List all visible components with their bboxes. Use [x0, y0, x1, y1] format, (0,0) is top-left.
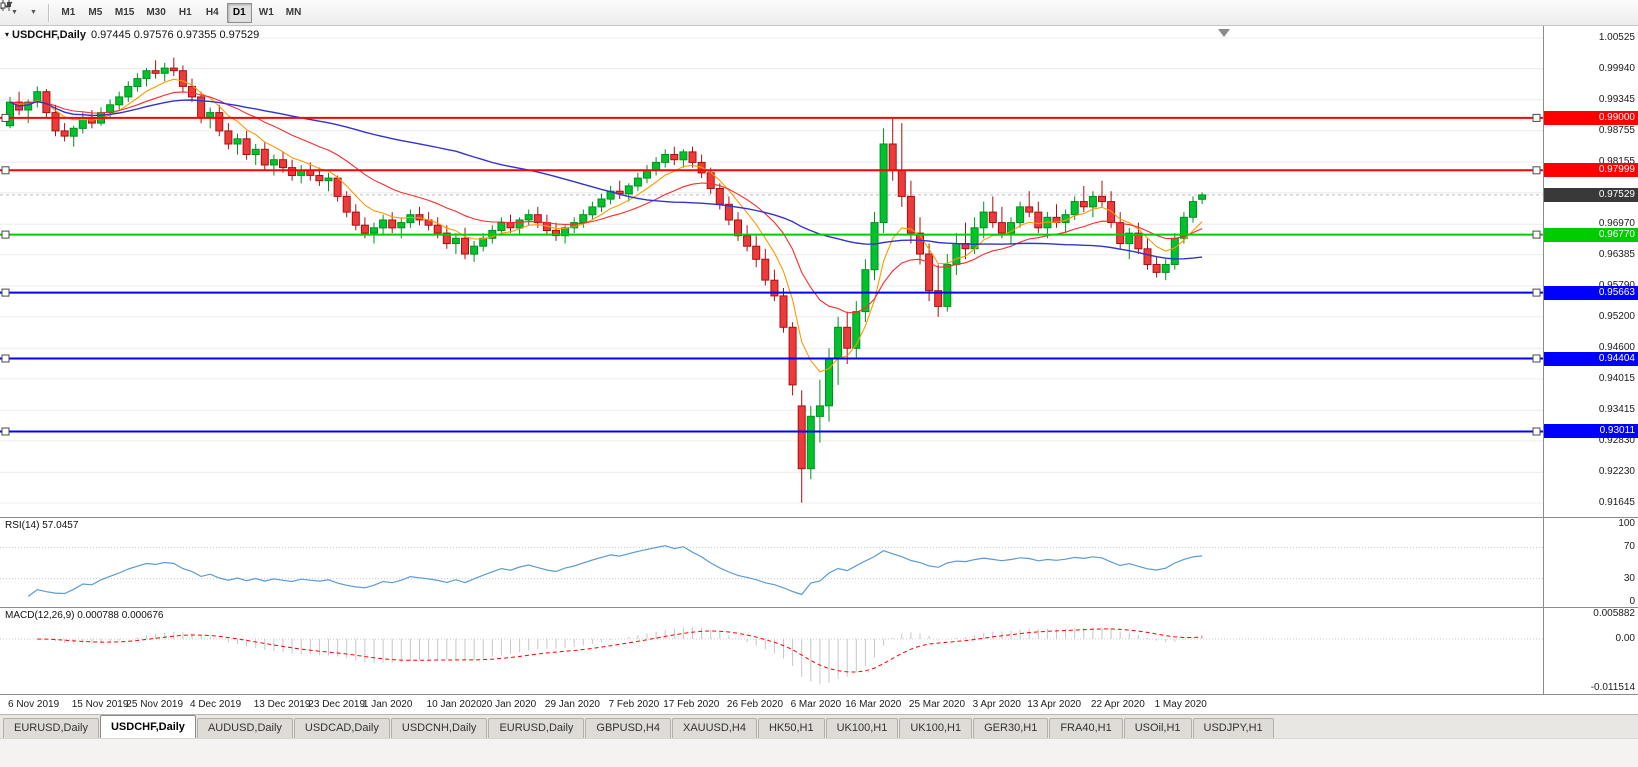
- date-axis-label: 7 Feb 2020: [608, 699, 660, 710]
- date-axis-label: 16 Mar 2020: [845, 699, 902, 710]
- rsi-canvas[interactable]: [0, 518, 1543, 607]
- chart-tab-gbpusd-h4[interactable]: GBPUSD,H4: [585, 718, 671, 738]
- chart-tab-ger30-h1[interactable]: GER30,H1: [973, 718, 1049, 738]
- rsi-axis-label: 70: [1623, 541, 1635, 553]
- price-axis-label: 0.91645: [1598, 497, 1635, 508]
- rsi-axis-label: 30: [1623, 572, 1635, 584]
- chart-tab-uk100-h1[interactable]: UK100,H1: [899, 718, 973, 738]
- date-axis-label: 6 Mar 2020: [790, 699, 842, 710]
- price-axis-label: 0.92230: [1598, 466, 1635, 478]
- chart-area: ▾ USDCHF,Daily 0.97445 0.97576 0.97355 0.9…: [0, 26, 1638, 714]
- price-axis-label: 0.99940: [1598, 62, 1635, 74]
- macd-pane[interactable]: MACD(12,26,9) 0.000788 0.000676: [0, 608, 1543, 694]
- hline-price-tag: 0.94404: [1544, 351, 1638, 366]
- date-axis-label: 4 Dec 2019: [190, 699, 242, 710]
- price-chart-pane[interactable]: ▾ USDCHF,Daily 0.97445 0.97576 0.97355 0.9…: [0, 26, 1543, 518]
- chart-tab-usdchf-daily[interactable]: USDCHF,Daily: [99, 715, 196, 738]
- date-axis-label: 13 Dec 2019: [253, 699, 311, 710]
- chart-tab-xauusd-h4[interactable]: XAUUSD,H4: [671, 718, 757, 738]
- toolbar-separator: [47, 3, 49, 22]
- timeframe-button-M5[interactable]: M5: [83, 3, 108, 23]
- price-axis-label: 0.98155: [1598, 156, 1635, 168]
- date-axis-label: 26 Feb 2020: [726, 699, 784, 710]
- macd-axis-label: 0.00: [1615, 633, 1635, 645]
- timeframe-button-H4[interactable]: H4: [200, 3, 225, 23]
- chart-tab-usdcad-daily[interactable]: USDCAD,Daily: [293, 718, 390, 738]
- macd-axis[interactable]: 0.005882 0.00 -0.011514: [1543, 608, 1638, 694]
- date-axis-label: 29 Jan 2020: [544, 699, 600, 710]
- price-axis-label: 0.93415: [1598, 404, 1635, 416]
- date-axis-label: 23 Dec 2019: [308, 699, 366, 710]
- hline-price-tag: 0.93011: [1544, 424, 1638, 439]
- chart-tab-fra40-h1[interactable]: FRA40,H1: [1049, 718, 1123, 738]
- indicator-dropdown-button[interactable]: ▼: [0, 0, 42, 23]
- date-axis-label: 1 May 2020: [1154, 699, 1207, 710]
- date-axis-label: 20 Jan 2020: [481, 699, 537, 710]
- chevron-down-icon: ▼: [11, 9, 18, 16]
- chart-tab-usoil-h1[interactable]: USOil,H1: [1123, 718, 1192, 738]
- timeframe-button-H1[interactable]: H1: [173, 3, 198, 23]
- price-axis-label: 0.99345: [1598, 93, 1635, 105]
- date-axis-label: 1 Jan 2020: [362, 699, 413, 710]
- hline-price-tag: 0.97999: [1544, 163, 1638, 178]
- price-axis-label: 0.94015: [1598, 372, 1635, 384]
- timeframe-button-D1[interactable]: D1: [226, 2, 252, 23]
- chart-tab-eurusd-daily[interactable]: EURUSD,Daily: [3, 718, 99, 738]
- price-axis-label: 1.00525: [1598, 32, 1635, 43]
- chart-tab-uk100-h1[interactable]: UK100,H1: [825, 718, 899, 738]
- price-chart-canvas[interactable]: [0, 26, 1543, 517]
- chart-tab-eurusd-daily[interactable]: EURUSD,Daily: [488, 718, 585, 738]
- chart-tab-hk50-h1[interactable]: HK50,H1: [757, 718, 825, 738]
- price-axis-label: 0.95790: [1599, 280, 1635, 292]
- rsi-axis-label: 100: [1618, 518, 1635, 529]
- price-axis[interactable]: 1.00525 0.99940 0.99345 0.98755 0.98155 0.975…: [1543, 26, 1638, 518]
- macd-canvas[interactable]: [0, 608, 1543, 694]
- chart-tab-audusd-daily[interactable]: AUDUSD,Daily: [196, 718, 293, 738]
- rsi-pane[interactable]: RSI(14) 57.0457: [0, 518, 1543, 608]
- rsi-axis[interactable]: 100 70 30 0: [1543, 518, 1638, 608]
- date-axis-label: 15 Nov 2019: [71, 699, 129, 710]
- date-axis[interactable]: 6 Nov 2019 15 Nov 2019 25 Nov 2019 4 Dec 20…: [0, 694, 1638, 714]
- rsi-axis-label: 0: [1629, 596, 1635, 607]
- hline-price-tag: 0.99000: [1544, 110, 1638, 125]
- macd-axis-label: 0.005882: [1593, 608, 1635, 619]
- price-axis-label: 0.95200: [1598, 310, 1635, 322]
- chart-tab-bar: EURUSD,Daily USDCHF,Daily AUDUSD,Daily USDC…: [0, 714, 1638, 738]
- timeframe-button-group: M1 M5 M15 M30 H1 H4 D1 W1 MN: [55, 2, 307, 23]
- price-axis-label: 0.96970: [1598, 218, 1635, 230]
- price-axis-label: 0.94600: [1598, 342, 1635, 354]
- chart-shift-marker: [1218, 29, 1230, 37]
- date-axis-label: 17 Feb 2020: [663, 699, 720, 710]
- timeframe-button-MN[interactable]: MN: [281, 3, 307, 23]
- date-axis-label: 3 Apr 2020: [972, 699, 1021, 710]
- timeframe-button-M15[interactable]: M15: [110, 3, 139, 23]
- hline-price-tag: 0.95663: [1544, 285, 1638, 300]
- toolbar: ▼ ▼ M1 M5 M15 M30 H1 H4 D1 W1 MN: [0, 0, 1638, 26]
- price-axis-label: 0.92830: [1598, 434, 1635, 446]
- rsi-title: RSI(14) 57.0457: [5, 520, 79, 531]
- timeframe-button-W1[interactable]: W1: [254, 3, 279, 23]
- date-axis-label: 25 Mar 2020: [908, 699, 966, 710]
- price-axis-label: 0.96385: [1598, 248, 1635, 260]
- macd-axis-label: -0.011514: [1590, 682, 1635, 693]
- date-axis-label: 10 Jan 2020: [426, 699, 482, 710]
- date-axis-label: 13 Apr 2020: [1027, 699, 1082, 710]
- macd-title: MACD(12,26,9) 0.000788 0.000676: [5, 610, 164, 621]
- price-axis-label: 0.98755: [1598, 124, 1635, 136]
- chart-tab-usdjpy-h1[interactable]: USDJPY,H1: [1192, 718, 1274, 738]
- date-axis-label: 6 Nov 2019: [8, 699, 60, 710]
- chart-title: ▾ USDCHF,Daily 0.97445 0.97576 0.97355 0.9…: [5, 29, 260, 41]
- chevron-down-icon: ▼: [29, 9, 37, 16]
- current-price-tag: 0.97529: [1544, 187, 1638, 202]
- timeframe-button-M1[interactable]: M1: [56, 3, 81, 23]
- status-bar: [0, 738, 1638, 767]
- date-axis-label: 25 Nov 2019: [126, 699, 184, 710]
- timeframe-button-M30[interactable]: M30: [141, 3, 170, 23]
- date-axis-label: 22 Apr 2020: [1090, 699, 1145, 710]
- hline-price-tag: 0.96770: [1544, 227, 1638, 242]
- chart-tab-usdcnh-daily[interactable]: USDCNH,Daily: [390, 718, 488, 738]
- chart-window-icon: ▾: [5, 30, 10, 39]
